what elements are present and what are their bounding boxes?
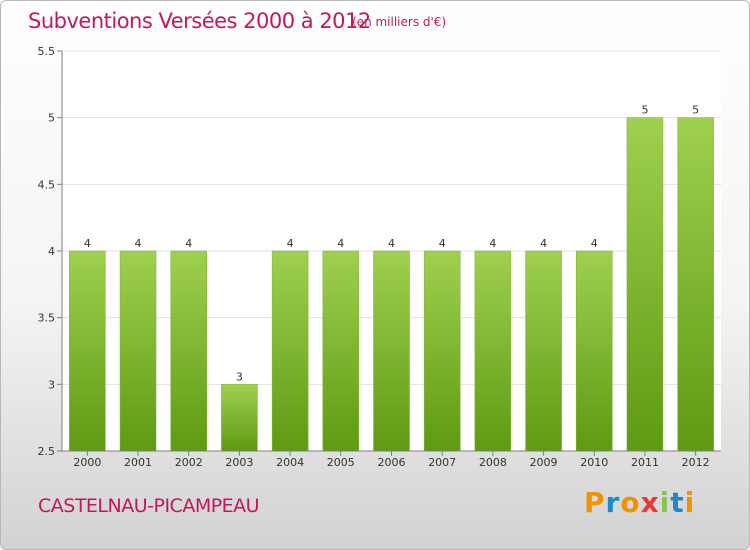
data-label-2002: 4 [185,237,192,250]
logo-letter: i [659,486,671,519]
unit-note: (en milliers d'€) [352,15,447,29]
data-label-2000: 4 [84,237,91,250]
data-label-2008: 4 [489,237,496,250]
bar-2008 [474,250,512,452]
bar-2001 [119,250,157,452]
x-tick-label-2010: 2010 [580,456,608,469]
logo-letter: P [584,486,606,519]
data-label-2006: 4 [388,237,395,250]
bar-2011 [626,117,664,452]
data-label-2011: 5 [641,104,648,117]
bar-2010 [576,250,613,452]
x-tick-label-2008: 2008 [479,456,507,469]
x-tick-label-2003: 2003 [225,456,253,469]
logo-letter: o [620,486,641,519]
x-tick-label-2009: 2009 [530,456,558,469]
bar-2005 [322,250,360,452]
y-tick-label: 3.5 [38,312,56,325]
bar-2000 [69,250,106,452]
y-tick-label: 5.5 [38,45,56,58]
data-label-2010: 4 [591,237,598,250]
data-label-2004: 4 [287,237,294,250]
x-tick-label-2005: 2005 [327,456,355,469]
logo-letter: i [684,486,696,519]
bar-2009 [525,250,562,452]
x-tick-label-2011: 2011 [631,456,659,469]
x-tick-label-2007: 2007 [428,456,456,469]
logo-letter: r [605,486,621,519]
bar-2004 [271,250,309,452]
x-tick-label-2012: 2012 [682,456,710,469]
data-label-2003: 3 [236,370,243,383]
logo-letter: x [640,486,660,519]
x-tick-label-2000: 2000 [73,456,101,469]
y-tick-label: 4.5 [38,178,56,191]
y-tick-label: 5 [48,112,55,125]
y-tick-label: 4 [48,245,55,258]
data-label-2005: 4 [337,237,344,250]
bar-2007 [423,250,461,452]
x-tick-label-2001: 2001 [124,456,152,469]
x-tick-label-2006: 2006 [378,456,406,469]
bar-2002 [170,250,207,452]
bar-2012 [677,117,714,452]
y-tick-label: 3 [48,378,55,391]
x-tick-label-2002: 2002 [175,456,203,469]
commune-name: CASTELNAU-PICAMPEAU [38,495,260,517]
data-label-2007: 4 [439,237,446,250]
data-label-2001: 4 [135,237,142,250]
data-label-2009: 4 [540,237,547,250]
bar-2003 [221,384,258,452]
x-tick-label-2004: 2004 [276,456,304,469]
data-label-2012: 5 [692,104,699,117]
chart-title: Subventions Versées 2000 à 2012 [28,9,371,33]
logo-letter: t [670,486,685,519]
bar-2006 [373,250,410,452]
y-tick-label: 2.5 [38,445,56,458]
proxiti-logo[interactable]: Proxiti [584,486,695,519]
